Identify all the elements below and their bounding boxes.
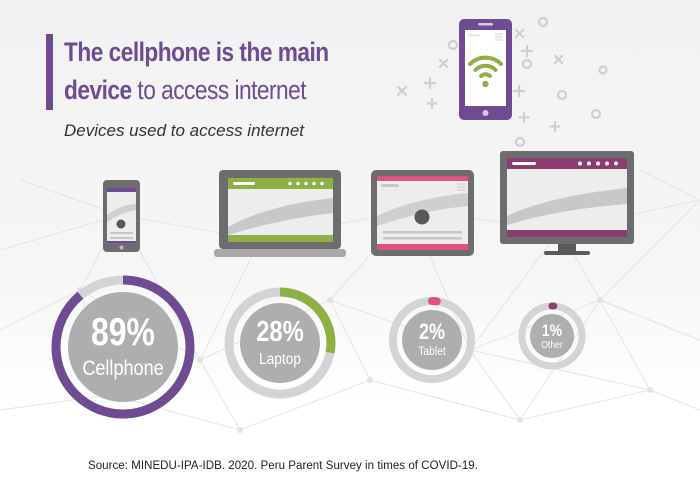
category-label-cellphone: Cellphone bbox=[82, 357, 163, 381]
chart-subtitle: Devices used to access internet bbox=[64, 121, 305, 140]
ring-arc-tablet bbox=[389, 297, 475, 383]
tablet-icon bbox=[371, 170, 474, 256]
category-label-other: Other bbox=[541, 339, 562, 350]
ring-arc-cellphone bbox=[51, 275, 195, 419]
laptop-icon bbox=[214, 170, 346, 257]
title-line-2: to access internet bbox=[131, 75, 307, 105]
ring-center-cellphone bbox=[68, 292, 178, 402]
title-line-1: The cellphone is the main bbox=[64, 37, 329, 67]
value-label-other: 1% bbox=[542, 322, 562, 341]
value-label-cellphone: 89% bbox=[91, 310, 155, 354]
source-note: Source: MINEDU-IPA-IDB. 2020. Peru Paren… bbox=[88, 460, 478, 472]
ring-center-other bbox=[530, 314, 574, 358]
ring-center-tablet bbox=[402, 310, 462, 370]
ring-arc-other bbox=[518, 302, 586, 370]
title-highlight: device bbox=[64, 75, 132, 105]
value-label-laptop: 28% bbox=[256, 315, 304, 348]
title-accent-bar bbox=[46, 34, 53, 110]
monitor-icon bbox=[500, 151, 634, 255]
value-label-tablet: 2% bbox=[419, 320, 445, 344]
cellphone-icon bbox=[103, 180, 140, 252]
category-label-tablet: Tablet bbox=[418, 345, 446, 358]
page-title: The cellphone is the main device to acce… bbox=[64, 33, 350, 109]
ring-arc-laptop bbox=[224, 287, 336, 399]
ring-center-laptop bbox=[240, 303, 320, 383]
category-label-laptop: Laptop bbox=[259, 350, 301, 368]
